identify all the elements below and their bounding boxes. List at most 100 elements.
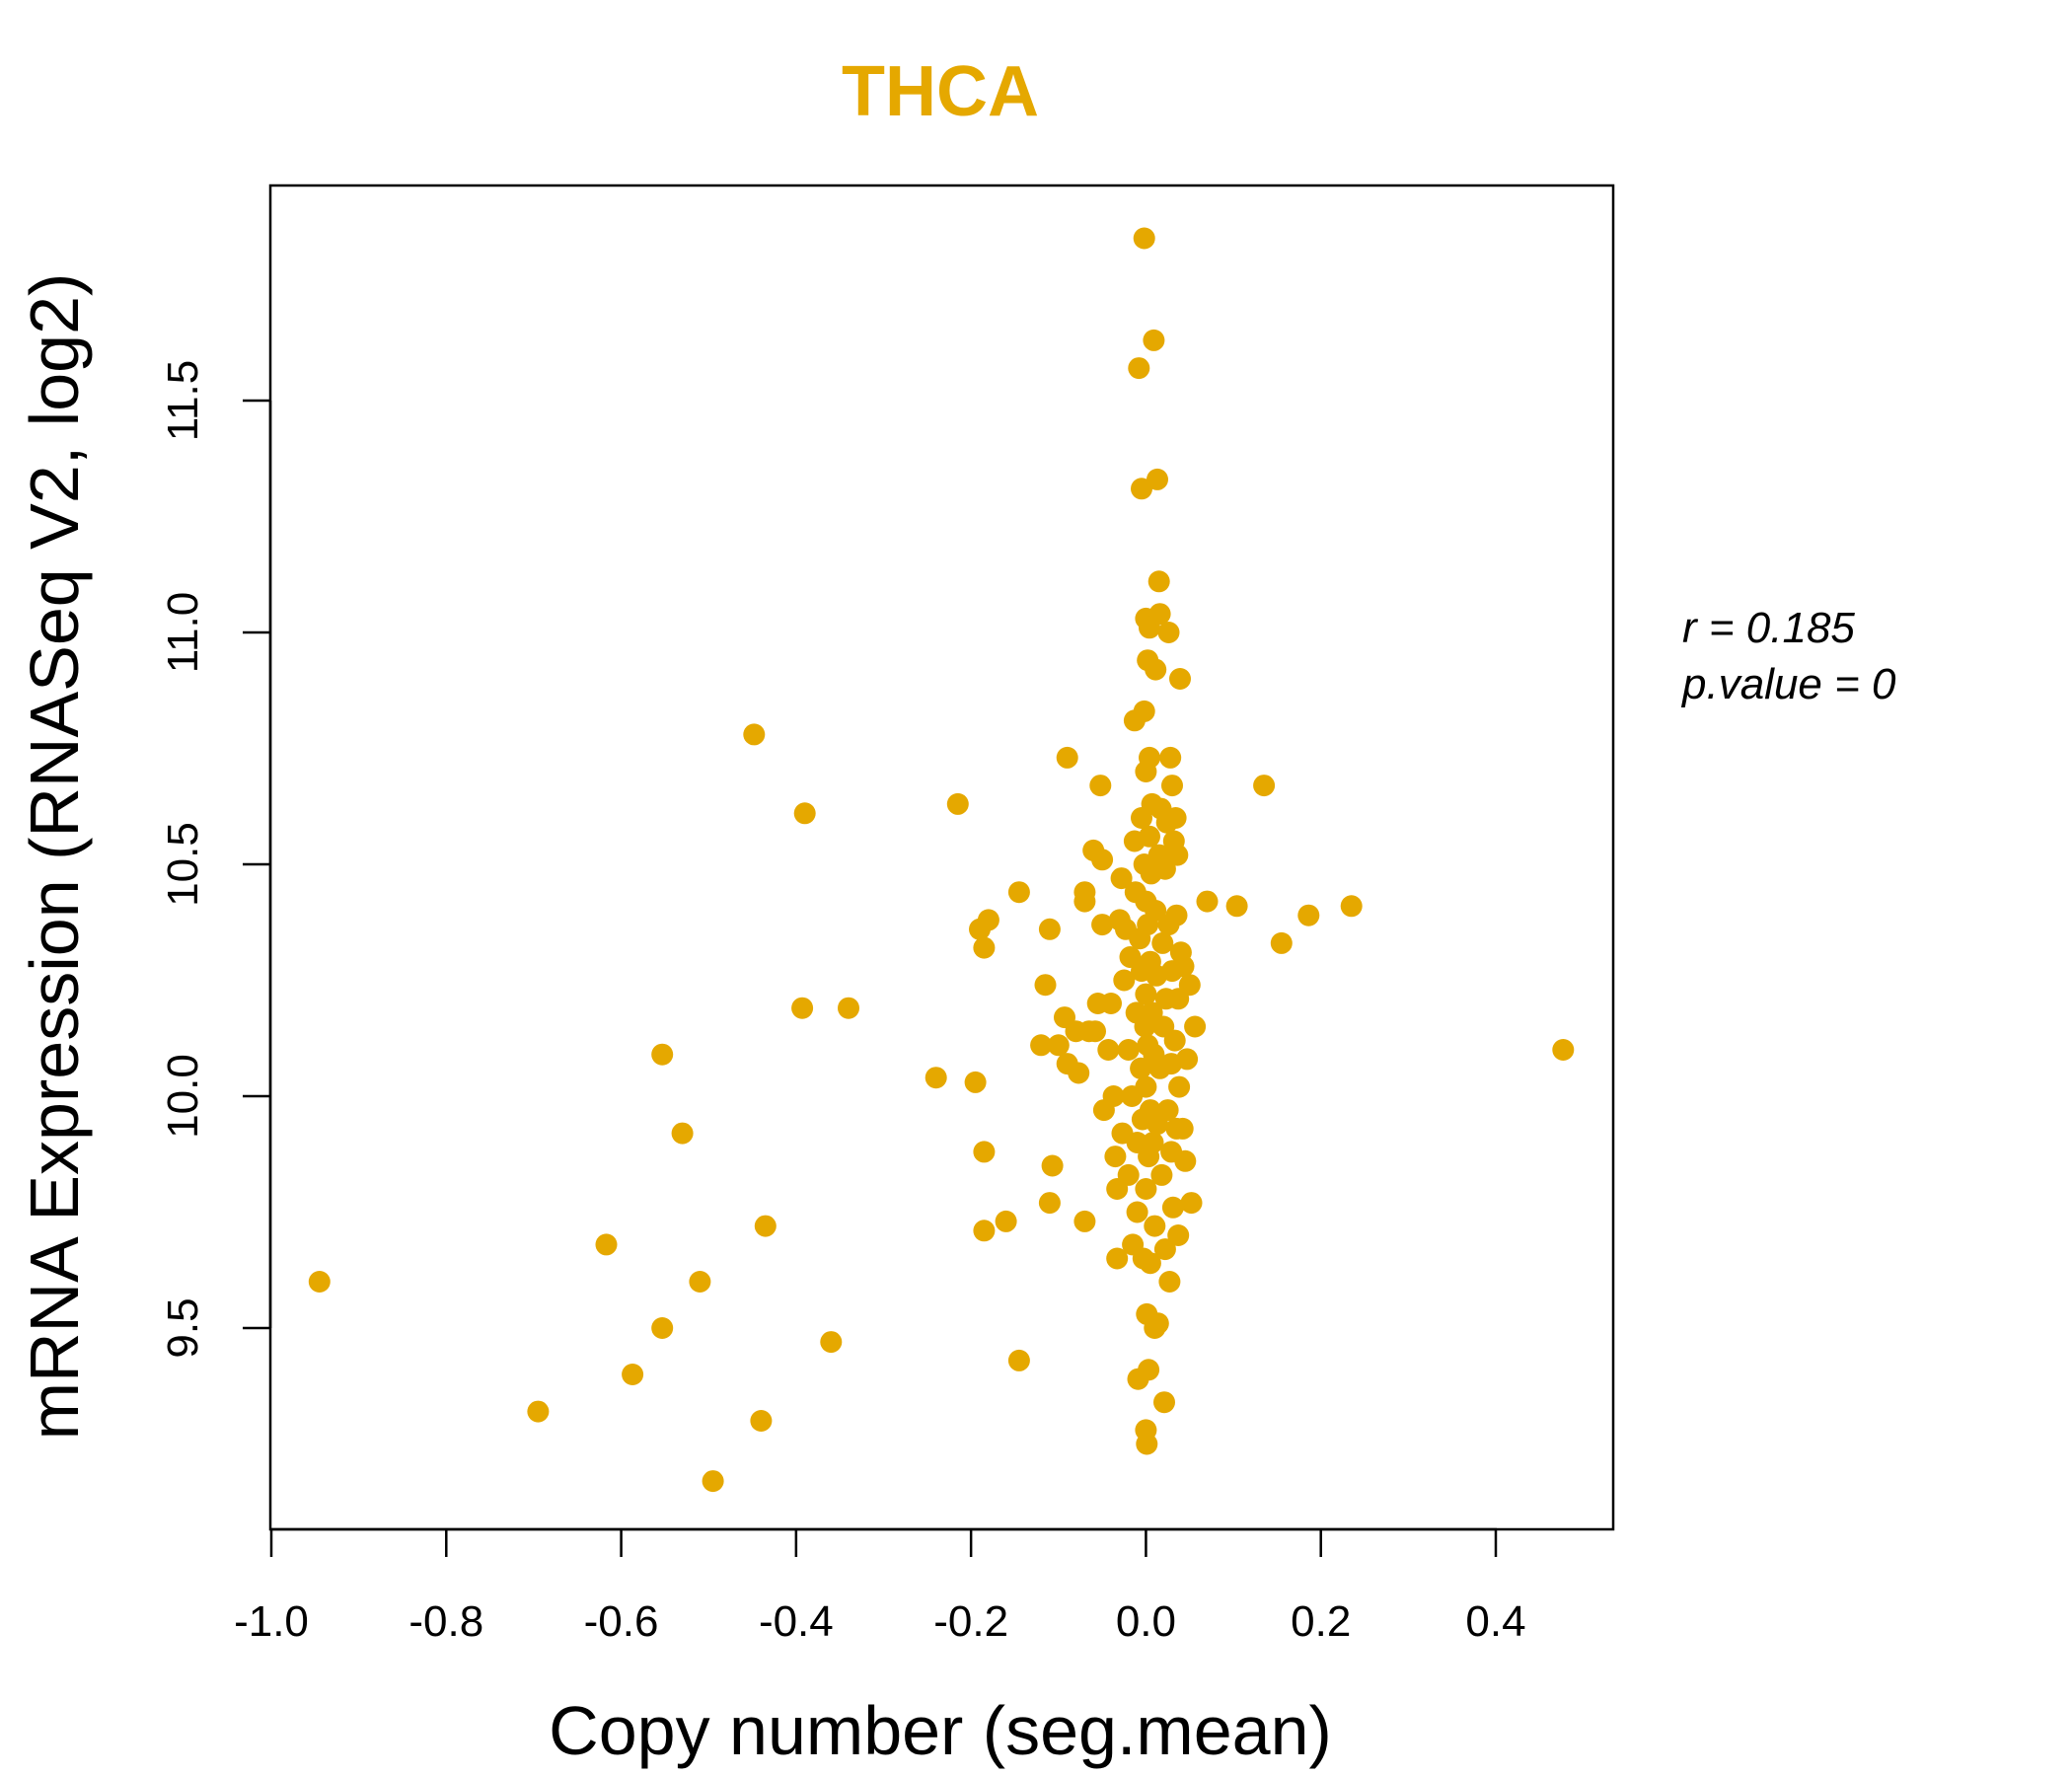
data-point-126: [1153, 1391, 1175, 1414]
data-point-138: [1161, 775, 1183, 797]
data-point-56: [1110, 867, 1133, 890]
data-point-52: [1104, 1146, 1127, 1168]
data-point-103: [1139, 1252, 1161, 1275]
data-point-24: [995, 1210, 1017, 1232]
y-tick-label: 10.5: [159, 822, 207, 907]
data-point-51: [1102, 1085, 1125, 1107]
data-point-43: [1084, 1020, 1106, 1043]
data-point-159: [1196, 890, 1219, 913]
data-point-40: [1073, 1210, 1096, 1232]
data-point-160: [1225, 895, 1248, 918]
data-point-30: [1038, 1192, 1061, 1215]
chart-title: THCA: [842, 52, 1039, 131]
data-point-25: [1007, 881, 1030, 904]
data-point-149: [1168, 1075, 1191, 1098]
data-point-22: [973, 1141, 996, 1163]
data-point-34: [1056, 746, 1078, 769]
data-point-0: [308, 1271, 331, 1293]
data-point-118: [1147, 570, 1170, 593]
data-point-3: [622, 1364, 644, 1385]
data-point-87: [1135, 983, 1157, 1005]
data-point-88: [1135, 1075, 1157, 1098]
x-tick-label: 0.2: [1291, 1597, 1351, 1646]
x-tick-label: -0.8: [408, 1597, 483, 1646]
data-point-7: [689, 1271, 711, 1293]
data-point-75: [1131, 478, 1152, 500]
data-point-135: [1159, 746, 1182, 769]
data-point-31: [1041, 1154, 1064, 1177]
y-tick-label: 11.5: [159, 360, 207, 441]
data-point-58: [1113, 969, 1136, 992]
x-tick-label: -1.0: [234, 1597, 309, 1646]
data-point-18: [964, 1071, 987, 1093]
data-point-81: [1133, 700, 1155, 722]
y-tick-label: 11.0: [159, 592, 207, 673]
data-point-54: [1106, 1247, 1129, 1270]
data-point-99: [1139, 746, 1160, 769]
data-point-60: [1117, 1039, 1140, 1061]
data-point-165: [1552, 1039, 1575, 1061]
data-point-6: [671, 1122, 694, 1145]
data-point-80: [1133, 227, 1155, 250]
data-point-146: [1166, 844, 1189, 866]
data-point-5: [651, 1043, 674, 1066]
data-point-72: [1128, 357, 1150, 380]
data-point-92: [1136, 1433, 1158, 1455]
data-point-128: [1153, 1238, 1176, 1261]
data-point-23: [973, 1220, 996, 1242]
data-point-14: [820, 1331, 843, 1354]
data-point-89: [1135, 1178, 1157, 1200]
data-point-26: [1007, 1349, 1030, 1371]
data-point-50: [1100, 993, 1122, 1014]
data-point-153: [1172, 955, 1195, 978]
data-point-2: [595, 1233, 618, 1256]
data-point-8: [702, 1470, 724, 1493]
data-point-70: [1126, 1201, 1148, 1223]
data-point-142: [1163, 1029, 1186, 1052]
data-point-27: [1030, 1034, 1053, 1057]
data-point-155: [1176, 1048, 1199, 1071]
data-point-1: [527, 1400, 550, 1423]
data-point-150: [1169, 668, 1191, 690]
data-point-10: [750, 1410, 773, 1432]
data-point-156: [1178, 974, 1201, 997]
y-axis-label: mRNA Expression (RNASeq V2, log2): [16, 273, 93, 1441]
data-point-29: [1038, 918, 1061, 940]
data-point-9: [743, 723, 766, 746]
data-point-97: [1138, 1359, 1160, 1381]
data-points: [308, 227, 1575, 1493]
data-point-144: [1165, 904, 1188, 926]
data-point-143: [1164, 807, 1187, 829]
x-axis-ticks: -1.0 -0.8 -0.6 -0.4 -0.2 0.0 0.2 0.4: [234, 1529, 1526, 1646]
data-point-12: [793, 802, 816, 825]
data-point-46: [1091, 849, 1114, 871]
data-point-115: [1147, 468, 1168, 490]
stat-r: r = 0.185: [1682, 604, 1855, 652]
data-point-131: [1156, 1099, 1179, 1122]
x-tick-label: -0.2: [933, 1597, 1008, 1646]
x-axis-label: Copy number (seg.mean): [549, 1692, 1332, 1769]
data-point-124: [1151, 931, 1174, 954]
data-point-15: [838, 997, 859, 1019]
data-point-110: [1144, 1215, 1166, 1237]
data-point-13: [791, 997, 814, 1019]
data-point-163: [1297, 904, 1320, 926]
data-point-17: [946, 792, 969, 815]
data-point-123: [1150, 1163, 1173, 1186]
data-point-74: [1130, 1057, 1152, 1079]
data-point-37: [1068, 1062, 1090, 1084]
y-tick-label: 10.0: [159, 1054, 207, 1139]
y-tick-label: 9.5: [159, 1297, 207, 1358]
data-point-108: [1143, 329, 1165, 351]
data-point-158: [1184, 1015, 1207, 1038]
data-point-132: [1157, 622, 1180, 643]
data-point-117: [1147, 1312, 1169, 1335]
data-point-152: [1171, 1117, 1194, 1140]
data-point-61: [1117, 1163, 1140, 1186]
data-point-32: [1047, 1034, 1070, 1057]
data-point-164: [1340, 895, 1363, 918]
data-point-107: [1142, 1132, 1164, 1153]
plot-frame: [268, 184, 1615, 1531]
data-point-100: [1139, 825, 1160, 848]
